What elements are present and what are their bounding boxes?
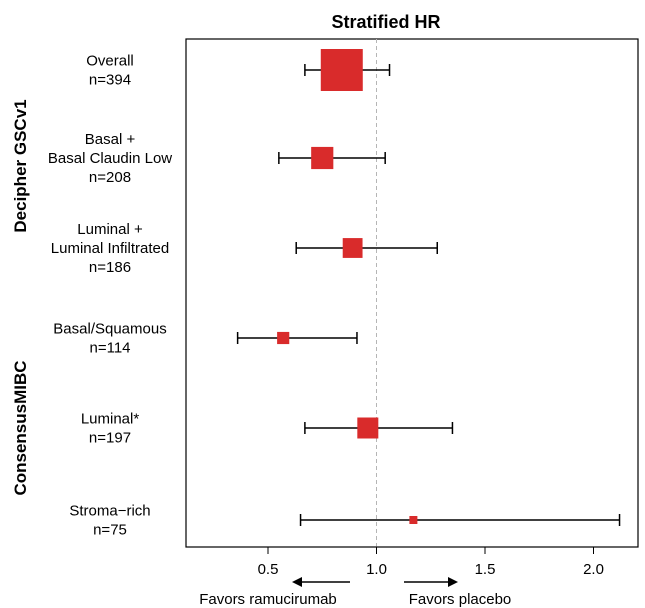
row-label: Basal/Squamous <box>53 321 166 338</box>
row-label: n=186 <box>89 259 131 276</box>
x-tick-label: 0.5 <box>258 561 279 578</box>
x-tick-label: 1.5 <box>475 561 496 578</box>
row-label: n=197 <box>89 430 131 447</box>
row-label: n=394 <box>89 72 131 89</box>
right-arrow-head <box>448 577 458 587</box>
row-label: n=114 <box>89 340 130 357</box>
x-axis: 0.5 1.0 1.5 2.0 <box>258 546 604 578</box>
row-label: Luminal* <box>81 411 140 428</box>
chart-title: Stratified HR <box>331 12 440 32</box>
left-arrow-head <box>292 577 302 587</box>
hr-box <box>320 49 363 91</box>
row-label: Luminal + <box>77 221 143 238</box>
x-tick-label: 1.0 <box>366 561 387 578</box>
hr-box <box>342 238 363 258</box>
hr-box <box>357 417 379 439</box>
plot-frame <box>185 38 639 548</box>
row-label: n=208 <box>89 169 131 186</box>
row-label: n=75 <box>93 522 127 539</box>
row-label: Luminal Infiltrated <box>51 240 169 257</box>
row-label: Overall <box>86 53 134 70</box>
group-label: ConsensusMIBC <box>11 360 30 495</box>
direction-annotation: Favors ramucirumab Favors placebo <box>199 577 511 608</box>
hr-box <box>277 331 290 345</box>
hr-box <box>409 516 418 524</box>
row-label: Basal + <box>85 131 136 148</box>
row-label: Stroma−rich <box>69 503 150 520</box>
group-label: Decipher GSCv1 <box>11 99 30 232</box>
favors-left-label: Favors ramucirumab <box>199 591 337 608</box>
row-label: Basal Claudin Low <box>48 150 172 167</box>
x-tick-label: 2.0 <box>583 561 604 578</box>
favors-right-label: Favors placebo <box>409 591 512 608</box>
hr-box <box>311 146 334 170</box>
